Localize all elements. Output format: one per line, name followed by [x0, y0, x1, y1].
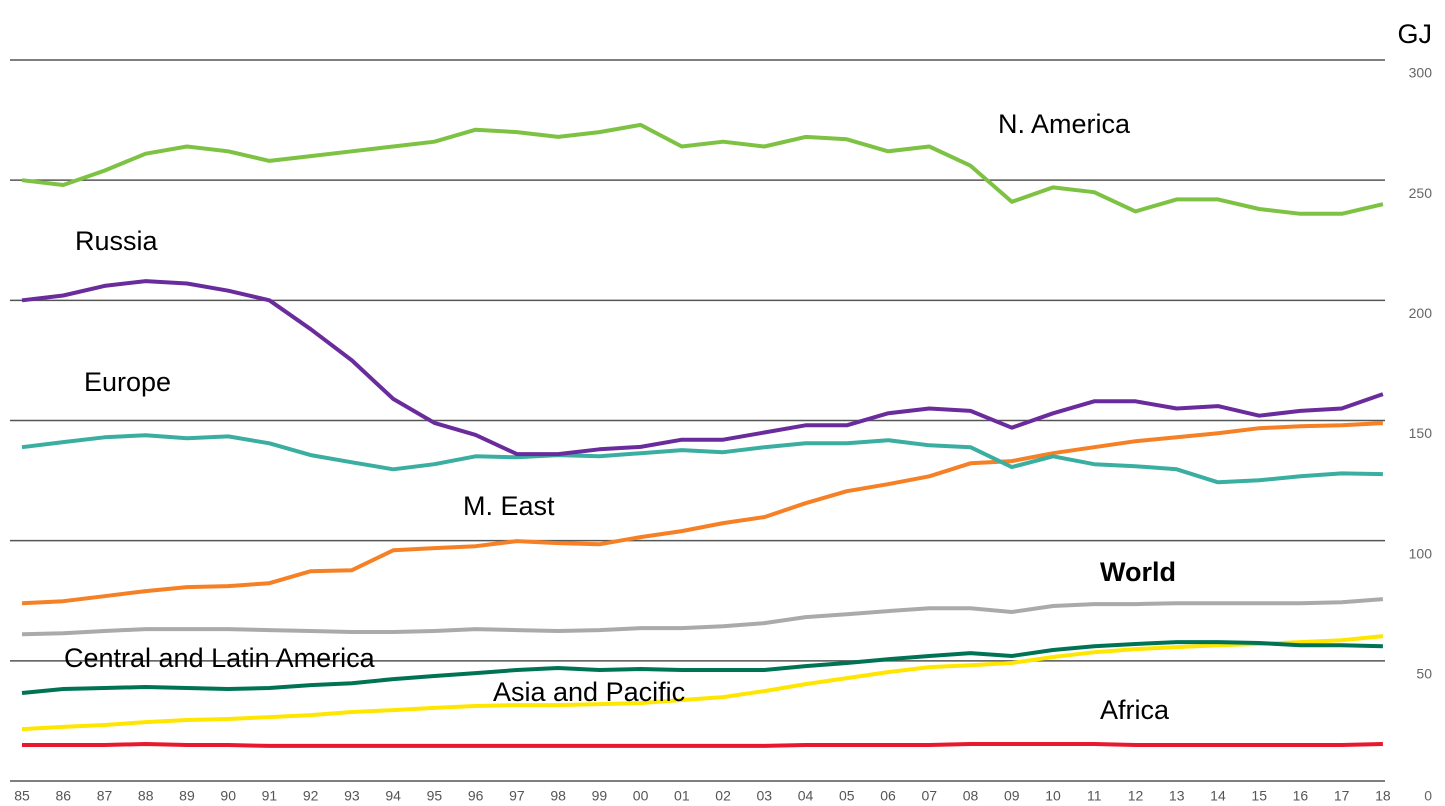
x-tick-label: 16 [1293, 788, 1309, 804]
y-tick-label: 100 [1409, 545, 1433, 561]
x-tick-label: 14 [1210, 788, 1226, 804]
x-tick-label: 95 [427, 788, 443, 804]
y-axis-label: GJ [1397, 19, 1432, 49]
x-tick-label: 93 [344, 788, 360, 804]
x-tick-label: 01 [674, 788, 690, 804]
series-label: World [1100, 557, 1176, 587]
series-label: Europe [84, 367, 171, 397]
series-line [21, 634, 1384, 732]
series-label: Asia and Pacific [493, 677, 685, 707]
series-line [21, 122, 1384, 216]
series-line [21, 640, 1383, 695]
series-line [22, 742, 1383, 748]
x-tick-label: 12 [1128, 788, 1144, 804]
series-line [21, 433, 1383, 485]
x-tick-label: 17 [1334, 788, 1350, 804]
x-tick-label: 97 [509, 788, 525, 804]
x-tick-label: 88 [138, 788, 154, 804]
series-label: Central and Latin America [64, 643, 376, 673]
x-tick-label: 00 [633, 788, 649, 804]
x-tick-label: 90 [220, 788, 236, 804]
x-tick-label: 10 [1045, 788, 1061, 804]
x-tick-label: 91 [262, 788, 278, 804]
x-tick-label: 04 [798, 788, 814, 804]
series-label: Russia [75, 226, 159, 256]
series-line [21, 597, 1384, 637]
y-tick-label: 50 [1416, 666, 1432, 682]
x-tick-label: 15 [1251, 788, 1267, 804]
x-tick-label: 98 [550, 788, 566, 804]
x-tick-label: 99 [592, 788, 608, 804]
y-tick-label: 250 [1409, 185, 1433, 201]
x-tick-label: 06 [880, 788, 896, 804]
x-tick-label: 02 [715, 788, 731, 804]
x-tick-label: 13 [1169, 788, 1185, 804]
y-tick-label: 0 [1424, 788, 1432, 804]
x-tick-label: 09 [1004, 788, 1020, 804]
y-tick-label: 300 [1409, 65, 1433, 81]
x-tick-label: 89 [179, 788, 195, 804]
x-tick-label: 18 [1375, 788, 1391, 804]
x-tick-label: 11 [1087, 788, 1102, 804]
x-tick-label: 87 [97, 788, 113, 804]
series-label: Africa [1100, 695, 1170, 725]
x-tick-label: 85 [14, 788, 30, 804]
y-tick-label: 200 [1409, 305, 1433, 321]
y-tick-label: 150 [1409, 425, 1433, 441]
x-tick-label: 86 [55, 788, 71, 804]
x-tick-label: 07 [921, 788, 937, 804]
x-tick-label: 96 [468, 788, 484, 804]
series-line [21, 279, 1384, 457]
x-tick-label: 03 [757, 788, 773, 804]
series-label: M. East [463, 491, 555, 521]
series-line [21, 421, 1384, 606]
x-tick-label: 05 [839, 788, 855, 804]
series-label: N. America [998, 109, 1131, 139]
x-tick-label: 94 [385, 788, 401, 804]
x-tick-label: 92 [303, 788, 319, 804]
x-tick-label: 08 [963, 788, 979, 804]
